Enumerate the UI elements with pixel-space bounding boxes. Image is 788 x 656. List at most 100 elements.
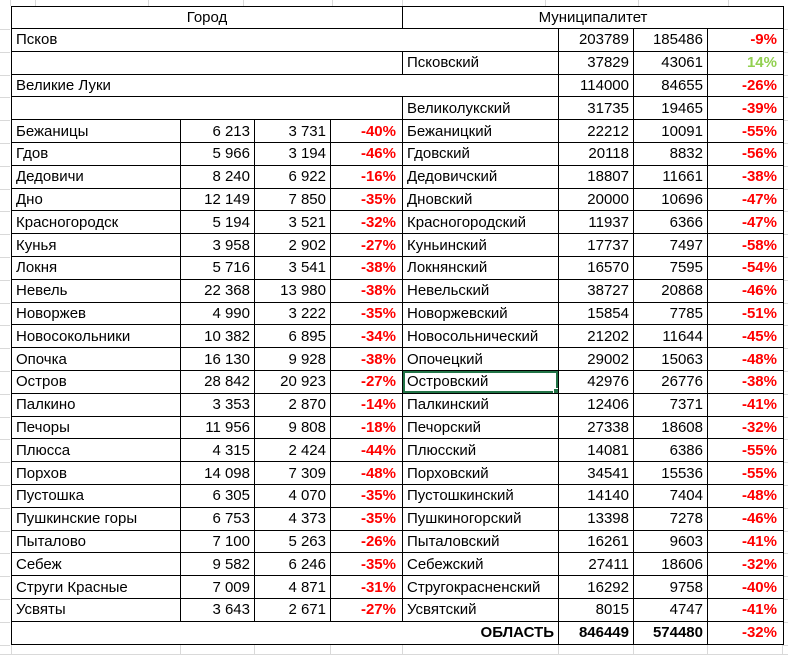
cell-city-name[interactable]: Великие Луки bbox=[11, 73, 559, 98]
cell-city-pct[interactable]: -16% bbox=[330, 164, 403, 189]
cell-muni-pct[interactable]: -39% bbox=[707, 96, 784, 121]
cell-city-name[interactable]: Кунья bbox=[11, 233, 181, 257]
cell-muni-name[interactable]: Дновский bbox=[402, 187, 559, 212]
cell-muni-name[interactable]: Великолукский bbox=[402, 96, 559, 121]
fill-handle[interactable] bbox=[553, 387, 558, 393]
cell-city-name[interactable]: Бежаницы bbox=[11, 119, 181, 143]
cell-city-name[interactable]: Пустошка bbox=[11, 483, 181, 508]
cell-muni-name[interactable]: Пустошкинский bbox=[402, 483, 559, 508]
cell-city-pct[interactable]: -35% bbox=[330, 187, 403, 212]
cell-city-value1[interactable]: 7 009 bbox=[180, 575, 255, 599]
cell-muni-pct[interactable]: -47% bbox=[707, 187, 784, 212]
cell-city-value1[interactable]: 4 990 bbox=[180, 301, 255, 326]
cell-muni-value1[interactable]: 16292 bbox=[558, 575, 634, 599]
cell-muni-value1[interactable]: 38727 bbox=[558, 278, 634, 303]
cell-muni-pct[interactable]: -32% bbox=[707, 552, 784, 577]
cell-muni-value2[interactable]: 10696 bbox=[633, 187, 708, 212]
cell-muni-value1[interactable]: 21202 bbox=[558, 324, 634, 349]
cell-muni-value2[interactable]: 7785 bbox=[633, 301, 708, 326]
cell-left-empty[interactable] bbox=[11, 50, 403, 75]
cell-muni-value2[interactable]: 18606 bbox=[633, 552, 708, 577]
cell-muni-value2[interactable]: 6366 bbox=[633, 210, 708, 235]
cell-muni-name[interactable]: Бежаницкий bbox=[402, 119, 559, 143]
cell-city-value1[interactable]: 5 966 bbox=[180, 141, 255, 166]
cell-city-name[interactable]: Гдов bbox=[11, 141, 181, 166]
cell-city-pct[interactable]: -38% bbox=[330, 347, 403, 371]
cell-muni-value1[interactable]: 31735 bbox=[558, 96, 634, 121]
cell-muni-pct[interactable]: -55% bbox=[707, 461, 784, 485]
cell-city-value1[interactable]: 12 149 bbox=[180, 187, 255, 212]
cell-muni-pct[interactable]: -41% bbox=[707, 597, 784, 622]
cell-muni-value1[interactable]: 14140 bbox=[558, 483, 634, 508]
cell-city-value2[interactable]: 7 309 bbox=[254, 461, 331, 485]
cell-muni-pct[interactable]: -40% bbox=[707, 575, 784, 599]
cell-city-pct[interactable]: -27% bbox=[330, 597, 403, 622]
cell-city-value1[interactable]: 8 240 bbox=[180, 164, 255, 189]
cell-city-value2[interactable]: 2 902 bbox=[254, 233, 331, 257]
cell-muni-name[interactable]: Палкинский bbox=[402, 392, 559, 417]
cell-city-value1[interactable]: 4 315 bbox=[180, 438, 255, 463]
cell-muni-value2[interactable]: 8832 bbox=[633, 141, 708, 166]
cell-muni-value2[interactable]: 11644 bbox=[633, 324, 708, 349]
cell-muni-pct[interactable]: -41% bbox=[707, 392, 784, 417]
cell-city-name[interactable]: Струги Красные bbox=[11, 575, 181, 599]
cell-muni-name[interactable]: Красногородский bbox=[402, 210, 559, 235]
cell-city-value2[interactable]: 13 980 bbox=[254, 278, 331, 303]
cell-city-pct[interactable]: -18% bbox=[330, 415, 403, 440]
cell-total-label[interactable]: ОБЛАСТЬ bbox=[11, 620, 559, 645]
cell-muni-value1[interactable]: 37829 bbox=[558, 50, 634, 75]
cell-city-value2[interactable]: 9 808 bbox=[254, 415, 331, 440]
cell-city-value1[interactable]: 3 643 bbox=[180, 597, 255, 622]
cell-city-pct[interactable]: -32% bbox=[330, 210, 403, 235]
cell-city-value2[interactable]: 9 928 bbox=[254, 347, 331, 371]
cell-city-value1[interactable]: 22 368 bbox=[180, 278, 255, 303]
cell-city-pct[interactable]: -35% bbox=[330, 552, 403, 577]
cell-city-pct[interactable]: -38% bbox=[330, 255, 403, 280]
header-municipality[interactable]: Муниципалитет bbox=[402, 6, 784, 29]
cell-muni-pct[interactable]: -58% bbox=[707, 233, 784, 257]
cell-city-value2[interactable]: 3 194 bbox=[254, 141, 331, 166]
cell-city-value2[interactable]: 3 541 bbox=[254, 255, 331, 280]
cell-city-name[interactable]: Остров bbox=[11, 369, 181, 394]
cell-muni-name[interactable]: Усвятский bbox=[402, 597, 559, 622]
cell-city-value2[interactable]: 4 871 bbox=[254, 575, 331, 599]
cell-muni-value1[interactable]: 16261 bbox=[558, 529, 634, 554]
cell-city-value1[interactable]: 11 956 bbox=[180, 415, 255, 440]
cell-city-value1[interactable]: 28 842 bbox=[180, 369, 255, 394]
cell-muni-value2[interactable]: 7595 bbox=[633, 255, 708, 280]
cell-muni-pct[interactable]: 14% bbox=[707, 50, 784, 75]
cell-muni-pct[interactable]: -56% bbox=[707, 141, 784, 166]
cell-city-name[interactable]: Пушкинские горы bbox=[11, 506, 181, 531]
cell-muni-value2[interactable]: 185486 bbox=[633, 28, 708, 52]
cell-city-value1[interactable]: 5 716 bbox=[180, 255, 255, 280]
cell-city-value2[interactable]: 6 922 bbox=[254, 164, 331, 189]
cell-muni-name[interactable]: Новосольнический bbox=[402, 324, 559, 349]
cell-muni-pct[interactable]: -32% bbox=[707, 415, 784, 440]
cell-muni-name[interactable]: Локнянский bbox=[402, 255, 559, 280]
cell-city-name[interactable]: Себеж bbox=[11, 552, 181, 577]
cell-city-value1[interactable]: 6 305 bbox=[180, 483, 255, 508]
cell-city-value1[interactable]: 16 130 bbox=[180, 347, 255, 371]
cell-muni-value2[interactable]: 7404 bbox=[633, 483, 708, 508]
cell-city-name[interactable]: Псков bbox=[11, 28, 559, 52]
cell-city-value2[interactable]: 5 263 bbox=[254, 529, 331, 554]
cell-muni-name[interactable]: Дедовичский bbox=[402, 164, 559, 189]
cell-city-name[interactable]: Новосокольники bbox=[11, 324, 181, 349]
cell-muni-name[interactable]: Невельский bbox=[402, 278, 559, 303]
cell-muni-value2[interactable]: 9603 bbox=[633, 529, 708, 554]
cell-muni-value1[interactable]: 13398 bbox=[558, 506, 634, 531]
cell-city-name[interactable]: Невель bbox=[11, 278, 181, 303]
cell-city-name[interactable]: Локня bbox=[11, 255, 181, 280]
cell-muni-value1[interactable]: 12406 bbox=[558, 392, 634, 417]
cell-total-value2[interactable]: 574480 bbox=[633, 620, 708, 645]
cell-muni-value2[interactable]: 15063 bbox=[633, 347, 708, 371]
cell-muni-value2[interactable]: 18608 bbox=[633, 415, 708, 440]
cell-muni-pct[interactable]: -55% bbox=[707, 438, 784, 463]
cell-city-name[interactable]: Пыталово bbox=[11, 529, 181, 554]
cell-muni-pct[interactable]: -45% bbox=[707, 324, 784, 349]
cell-muni-name[interactable]: Пушкиногорский bbox=[402, 506, 559, 531]
cell-muni-name[interactable]: Печорский bbox=[402, 415, 559, 440]
cell-muni-pct[interactable]: -48% bbox=[707, 347, 784, 371]
cell-city-name[interactable]: Палкино bbox=[11, 392, 181, 417]
cell-city-value2[interactable]: 7 850 bbox=[254, 187, 331, 212]
